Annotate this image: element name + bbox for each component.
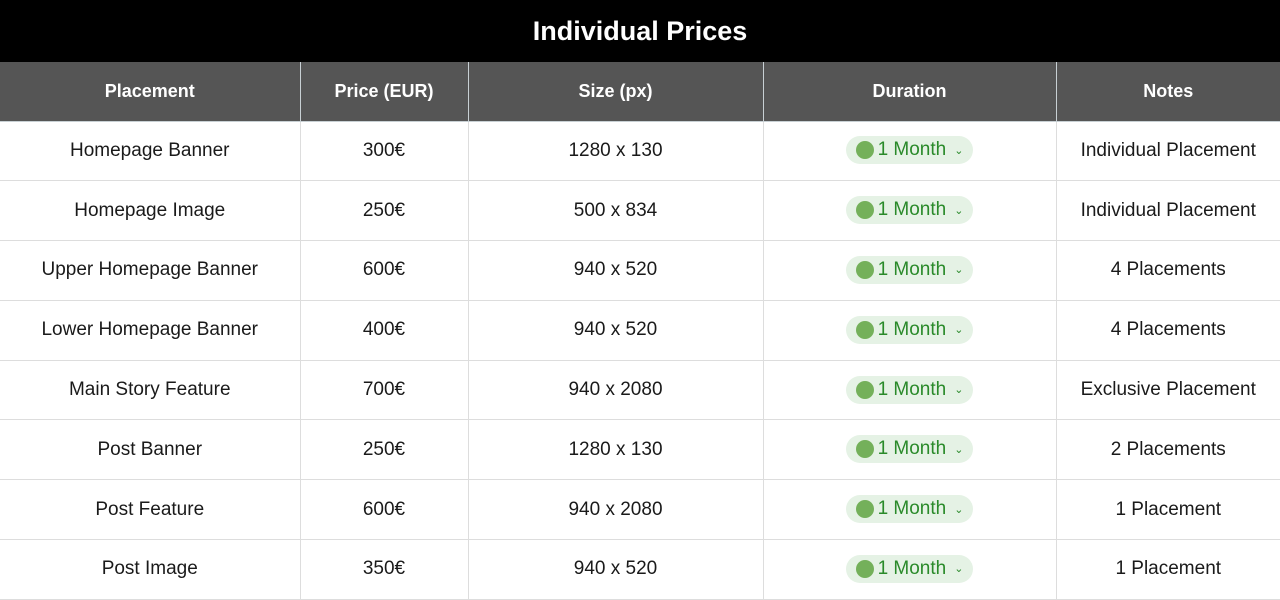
size-cell: 940 x 520 bbox=[468, 539, 764, 600]
duration-cell: 1 Month ⌄ bbox=[763, 419, 1057, 481]
notes-cell: 2 Placements bbox=[1056, 419, 1280, 481]
duration-cell: 1 Month ⌄ bbox=[763, 539, 1057, 600]
status-dot-icon bbox=[855, 201, 874, 220]
status-dot-icon bbox=[855, 559, 874, 578]
duration-value: 1 Month bbox=[877, 557, 947, 579]
chevron-down-icon: ⌄ bbox=[954, 384, 964, 397]
duration-cell: 1 Month ⌄ bbox=[763, 479, 1057, 541]
notes-cell: Exclusive Placement bbox=[1056, 360, 1280, 421]
header-row: Placement Price (EUR) Size (px) Duration… bbox=[0, 62, 1280, 122]
page-title: Individual Prices bbox=[0, 0, 1280, 62]
column-header-duration: Duration bbox=[763, 62, 1057, 122]
duration-value: 1 Month bbox=[877, 258, 947, 280]
table-row: Main Story Feature 700€ 940 x 2080 1 Mon… bbox=[0, 360, 1280, 421]
duration-dropdown[interactable]: 1 Month ⌄ bbox=[845, 196, 974, 225]
status-dot-icon bbox=[855, 500, 874, 519]
price-cell: 700€ bbox=[300, 360, 469, 421]
price-cell: 250€ bbox=[300, 180, 469, 242]
size-cell: 940 x 520 bbox=[468, 240, 764, 301]
notes-cell: 1 Placement bbox=[1056, 479, 1280, 541]
table-row: Post Image 350€ 940 x 520 1 Month ⌄ 1 Pla… bbox=[0, 539, 1280, 600]
notes-cell: Individual Placement bbox=[1056, 180, 1280, 242]
price-cell: 400€ bbox=[300, 300, 469, 361]
duration-dropdown[interactable]: 1 Month ⌄ bbox=[845, 136, 974, 165]
price-cell: 600€ bbox=[300, 479, 469, 541]
duration-dropdown[interactable]: 1 Month ⌄ bbox=[845, 375, 974, 404]
chevron-down-icon: ⌄ bbox=[954, 503, 964, 516]
table-row: Post Feature 600€ 940 x 2080 1 Month ⌄ 1 … bbox=[0, 479, 1280, 541]
placement-cell: Main Story Feature bbox=[0, 360, 301, 421]
status-dot-icon bbox=[855, 141, 874, 160]
chevron-down-icon: ⌄ bbox=[954, 324, 964, 337]
duration-dropdown[interactable]: 1 Month ⌄ bbox=[845, 495, 974, 524]
placement-cell: Post Image bbox=[0, 539, 301, 600]
placement-cell: Homepage Banner bbox=[0, 121, 301, 182]
chevron-down-icon: ⌄ bbox=[954, 563, 964, 576]
price-cell: 300€ bbox=[300, 121, 469, 182]
chevron-down-icon: ⌄ bbox=[954, 264, 964, 277]
placement-cell: Homepage Image bbox=[0, 180, 301, 242]
size-cell: 1280 x 130 bbox=[468, 419, 764, 481]
duration-value: 1 Month bbox=[877, 498, 947, 520]
size-cell: 940 x 520 bbox=[468, 300, 764, 361]
placement-cell: Upper Homepage Banner bbox=[0, 240, 301, 301]
duration-value: 1 Month bbox=[877, 438, 947, 460]
size-cell: 500 x 834 bbox=[468, 180, 764, 242]
table-row: Upper Homepage Banner 600€ 940 x 520 1 M… bbox=[0, 240, 1280, 301]
duration-dropdown[interactable]: 1 Month ⌄ bbox=[845, 315, 974, 344]
duration-value: 1 Month bbox=[877, 139, 947, 161]
duration-dropdown[interactable]: 1 Month ⌄ bbox=[845, 554, 974, 583]
table-row: Homepage Image 250€ 500 x 834 1 Month ⌄ I… bbox=[0, 180, 1280, 242]
status-dot-icon bbox=[855, 320, 874, 339]
chevron-down-icon: ⌄ bbox=[954, 443, 964, 456]
notes-cell: 1 Placement bbox=[1056, 539, 1280, 600]
table-row: Post Banner 250€ 1280 x 130 1 Month ⌄ 2 P… bbox=[0, 419, 1280, 481]
column-header-notes: Notes bbox=[1056, 62, 1280, 122]
column-header-price: Price (EUR) bbox=[300, 62, 469, 122]
status-dot-icon bbox=[855, 440, 874, 459]
notes-cell: 4 Placements bbox=[1056, 300, 1280, 361]
size-cell: 940 x 2080 bbox=[468, 360, 764, 421]
placement-cell: Post Feature bbox=[0, 479, 301, 541]
duration-dropdown[interactable]: 1 Month ⌄ bbox=[845, 435, 974, 464]
notes-cell: Individual Placement bbox=[1056, 121, 1280, 182]
table-row: Lower Homepage Banner 400€ 940 x 520 1 M… bbox=[0, 300, 1280, 361]
duration-cell: 1 Month ⌄ bbox=[763, 180, 1057, 242]
notes-cell: 4 Placements bbox=[1056, 240, 1280, 301]
duration-value: 1 Month bbox=[877, 318, 947, 340]
size-cell: 940 x 2080 bbox=[468, 479, 764, 541]
placement-cell: Post Banner bbox=[0, 419, 301, 481]
status-dot-icon bbox=[855, 380, 874, 399]
price-cell: 600€ bbox=[300, 240, 469, 301]
duration-value: 1 Month bbox=[877, 199, 947, 221]
price-cell: 250€ bbox=[300, 419, 469, 481]
duration-cell: 1 Month ⌄ bbox=[763, 240, 1057, 301]
chevron-down-icon: ⌄ bbox=[954, 144, 964, 157]
column-header-size: Size (px) bbox=[468, 62, 764, 122]
duration-cell: 1 Month ⌄ bbox=[763, 121, 1057, 182]
duration-cell: 1 Month ⌄ bbox=[763, 360, 1057, 421]
duration-value: 1 Month bbox=[877, 378, 947, 400]
table-row: Homepage Banner 300€ 1280 x 130 1 Month ⌄… bbox=[0, 121, 1280, 182]
prices-table: Placement Price (EUR) Size (px) Duration… bbox=[0, 62, 1280, 600]
placement-cell: Lower Homepage Banner bbox=[0, 300, 301, 361]
size-cell: 1280 x 130 bbox=[468, 121, 764, 182]
column-header-placement: Placement bbox=[0, 62, 301, 122]
price-cell: 350€ bbox=[300, 539, 469, 600]
status-dot-icon bbox=[855, 260, 874, 279]
duration-dropdown[interactable]: 1 Month ⌄ bbox=[845, 255, 974, 284]
duration-cell: 1 Month ⌄ bbox=[763, 300, 1057, 361]
chevron-down-icon: ⌄ bbox=[954, 204, 964, 217]
